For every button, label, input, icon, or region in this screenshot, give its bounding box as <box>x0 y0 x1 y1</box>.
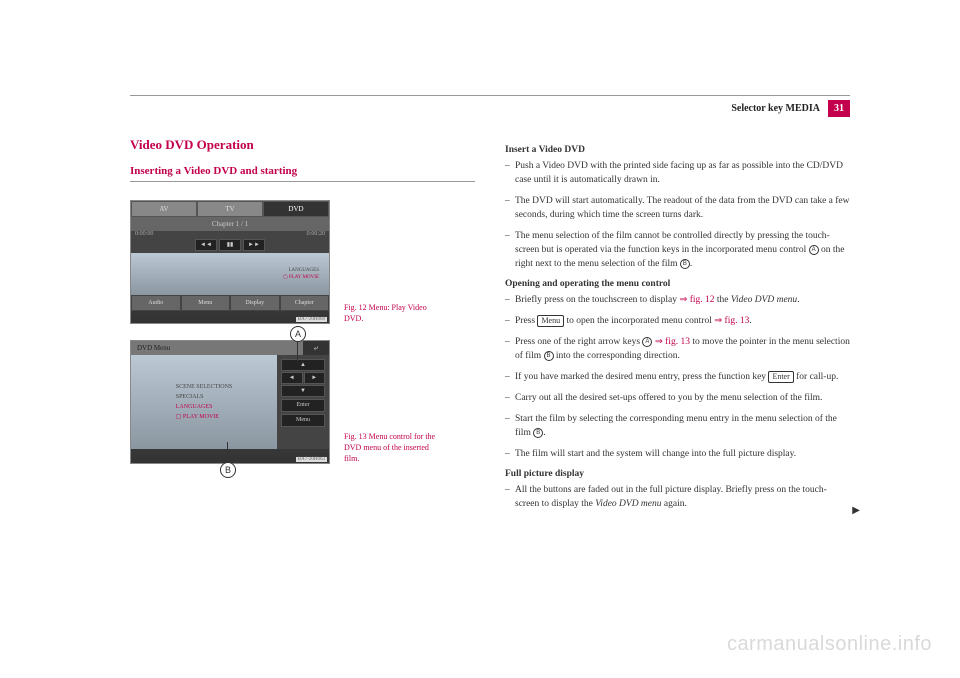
fig13-caption: Fig. 13 Menu control for the DVD menu of… <box>344 431 444 464</box>
key-enter: Enter <box>768 371 793 383</box>
bullet-o3: Press one of the right arrow keys A ⇒ fi… <box>505 335 850 363</box>
fig13-control-pad: ▲ ◄ ► ▼ Enter Menu <box>277 355 329 449</box>
callout-b-line <box>227 442 228 462</box>
header-section: Selector key MEDIA <box>731 103 820 114</box>
fig13-ref: BA7-20H063 <box>296 457 327 462</box>
heading-insert: Insert a Video DVD <box>505 145 850 155</box>
link-fig13: ⇒ fig. 13 <box>714 316 749 326</box>
fig12-languages: LANGUAGES <box>283 267 319 274</box>
fig13-specials: SPECIALS <box>176 392 233 402</box>
heading-full: Full picture display <box>505 469 850 479</box>
callout-a-line <box>297 342 298 362</box>
text: If you have marked the desired menu entr… <box>515 372 768 382</box>
next-button: ►► <box>243 239 265 251</box>
fig12-playmovie: ▢ PLAY MOVIE <box>283 274 319 281</box>
tab-tv: TV <box>197 201 263 217</box>
text: to open the incorporated menu control <box>564 316 714 326</box>
bullet-i2: The DVD will start automatically. The re… <box>505 194 850 222</box>
fig12-preview: LANGUAGES ▢ PLAY MOVIE <box>131 253 329 295</box>
fig13-back: ⤶ <box>303 341 329 355</box>
fig13-preview: SCENE SELECTIONS SPECIALS LANGUAGES ▢ PL… <box>131 355 277 449</box>
fig13-playmovie: ▢ PLAY MOVIE <box>176 412 233 422</box>
header-rule <box>130 95 850 96</box>
text: Start the film by selecting the correspo… <box>515 414 837 438</box>
ital: Video DVD menu <box>595 499 661 509</box>
continue-icon: ▶ <box>852 505 860 516</box>
figure-12: AV TV DVD Chapter 1 / 1 0:00:00 0:00:20 … <box>130 200 475 324</box>
arrow-up: ▲ <box>281 359 325 371</box>
bullet-o7: The film will start and the system will … <box>505 447 850 461</box>
tab-dvd: DVD <box>263 201 329 217</box>
fig13-bar-title: DVD Menu <box>137 341 170 355</box>
text: for call-up. <box>794 372 839 382</box>
text: Press one of the right arrow keys <box>515 337 642 347</box>
fig12-ref: BA7-20H060 <box>296 317 327 322</box>
fig12-caption: Fig. 12 Menu: Play Video DVD. <box>344 302 444 324</box>
bullet-i1: Push a Video DVD with the printed side f… <box>505 159 850 187</box>
circle-b-icon: B <box>544 351 554 361</box>
bullet-o1: Briefly press on the touchscreen to disp… <box>505 293 850 307</box>
arrow-left: ◄ <box>281 372 303 384</box>
arrow-right: ► <box>304 372 326 384</box>
section-title: Video DVD Operation <box>130 137 475 153</box>
callout-a: A <box>290 326 306 342</box>
fig13-screenshot: DVD Menu ⤶ SCENE SELECTIONS SPECIALS LAN… <box>130 340 330 464</box>
text: Press <box>515 316 537 326</box>
text: into the corresponding direction. <box>554 351 680 361</box>
menu-button: Menu <box>281 414 325 427</box>
key-menu: Menu <box>537 315 564 327</box>
bullet-o4: If you have marked the desired menu entr… <box>505 370 850 384</box>
bullet-o2: Press Menu to open the incorporated menu… <box>505 314 850 328</box>
callout-b: B <box>220 462 236 478</box>
text: . <box>797 295 799 305</box>
heading-opening: Opening and operating the menu control <box>505 279 850 289</box>
btab-menu: Menu <box>181 295 231 311</box>
ital: Video DVD menu <box>731 295 797 305</box>
circle-b-icon: B <box>533 428 543 438</box>
bullet-i3: The menu selection of the film cannot be… <box>505 229 850 271</box>
arrow-down: ▼ <box>281 385 325 397</box>
bullet-o5: Carry out all the desired set-ups offere… <box>505 391 850 405</box>
time-start: 0:00:00 <box>135 231 153 237</box>
text: . <box>749 316 751 326</box>
section-subtitle: Inserting a Video DVD and starting <box>130 165 475 182</box>
left-column: Video DVD Operation Inserting a Video DV… <box>130 137 475 518</box>
btab-display: Display <box>230 295 280 311</box>
btab-chapter: Chapter <box>280 295 330 311</box>
text: . <box>690 259 692 269</box>
fig13-scene: SCENE SELECTIONS <box>176 382 233 392</box>
fig12-screenshot: AV TV DVD Chapter 1 / 1 0:00:00 0:00:20 … <box>130 200 330 324</box>
page-number: 31 <box>828 100 850 117</box>
link-fig13b: ⇒ fig. 13 <box>652 337 690 347</box>
pause-button: ▮▮ <box>219 239 241 251</box>
text: the <box>715 295 731 305</box>
time-end: 0:00:20 <box>307 231 325 237</box>
enter-button: Enter <box>281 399 325 412</box>
bullet-f1: All the buttons are faded out in the ful… <box>505 483 850 511</box>
link-fig12: ⇒ fig. 12 <box>679 295 714 305</box>
page-header: Selector key MEDIA 31 <box>130 100 850 117</box>
figure-13: DVD Menu ⤶ SCENE SELECTIONS SPECIALS LAN… <box>130 340 475 464</box>
circle-a-icon: A <box>809 245 819 255</box>
text: . <box>543 428 545 438</box>
tab-av: AV <box>131 201 197 217</box>
btab-audio: Audio <box>131 295 181 311</box>
text: Briefly press on the touchscreen to disp… <box>515 295 679 305</box>
bullet-o6: Start the film by selecting the correspo… <box>505 412 850 440</box>
watermark: carmanualsonline.info <box>727 633 932 656</box>
circle-b-icon: B <box>680 259 690 269</box>
chapter-label: Chapter 1 / 1 <box>131 217 329 231</box>
circle-a-icon: A <box>642 337 652 347</box>
right-column: Insert a Video DVD Push a Video DVD with… <box>505 137 850 518</box>
text: The menu selection of the film cannot be… <box>515 231 830 255</box>
fig13-languages: LANGUAGES <box>176 402 233 412</box>
text: again. <box>662 499 687 509</box>
prev-button: ◄◄ <box>195 239 217 251</box>
